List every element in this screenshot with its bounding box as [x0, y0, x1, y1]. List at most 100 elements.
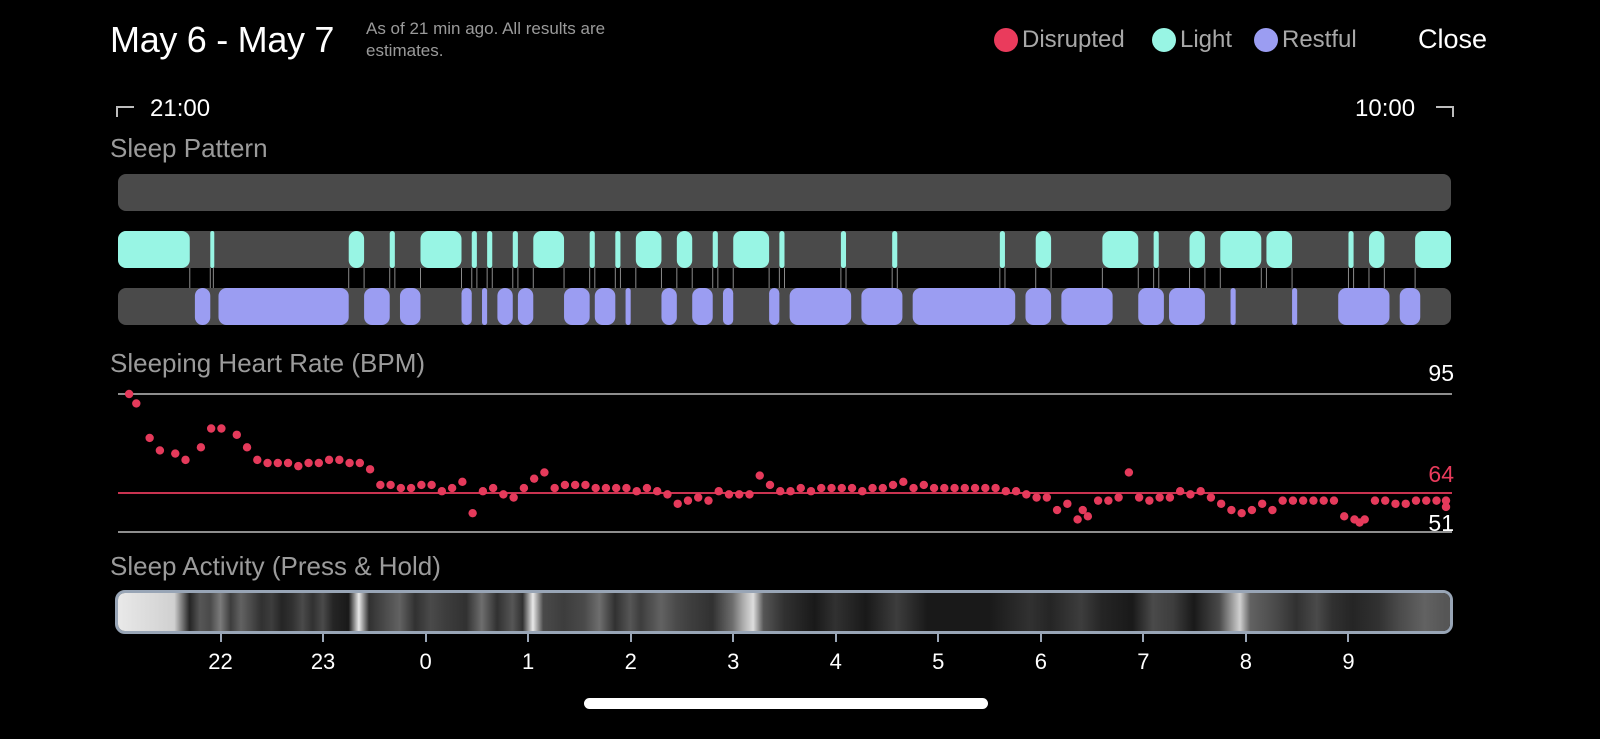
- light-segment: [1102, 231, 1139, 268]
- hr-point: [1011, 487, 1021, 496]
- hr-point: [1145, 496, 1154, 505]
- hr-point: [1078, 505, 1087, 515]
- hr-point: [1329, 496, 1339, 505]
- hr-point: [181, 455, 190, 465]
- light-segment: [1035, 231, 1052, 268]
- hour-tick: [219, 634, 222, 642]
- hr-point: [427, 480, 436, 490]
- hour-label: 6: [1034, 649, 1047, 674]
- hr-point: [145, 433, 154, 443]
- hr-point: [991, 483, 1000, 493]
- hr-point: [1032, 493, 1041, 502]
- restful-segment: [594, 288, 616, 325]
- light-segment: [779, 231, 785, 268]
- hr-points: [124, 389, 1451, 527]
- hr-point: [735, 490, 744, 499]
- restful-segment: [1061, 288, 1113, 325]
- hr-point: [1411, 496, 1421, 505]
- hour-label: 8: [1239, 649, 1253, 674]
- light-segment: [999, 231, 1005, 268]
- close-button[interactable]: Close: [1418, 24, 1488, 54]
- hr-point: [1042, 493, 1052, 502]
- light-segment: [533, 231, 565, 268]
- restful-segment: [194, 288, 211, 325]
- restful-segments: [194, 288, 1421, 325]
- hour-label: 23: [310, 649, 336, 674]
- restful-segment: [1169, 288, 1205, 325]
- hr-point: [1175, 487, 1185, 496]
- hr-point: [155, 446, 165, 455]
- hr-point: [386, 480, 395, 490]
- restful-segment: [497, 288, 513, 325]
- restful-segment: [692, 288, 713, 325]
- hr-point: [786, 487, 795, 496]
- light-segment: [1348, 231, 1354, 268]
- hr-point: [345, 458, 354, 468]
- sleep-activity-strip[interactable]: [115, 590, 1453, 634]
- hr-point: [1165, 493, 1175, 502]
- hr-point: [396, 483, 406, 493]
- light-segment: [1415, 231, 1451, 268]
- hour-label: 7: [1137, 649, 1150, 674]
- light-segment: [420, 231, 462, 268]
- hr-point: [1114, 493, 1123, 502]
- hour-tick: [1039, 634, 1042, 642]
- light-segment: [348, 231, 365, 268]
- restful-segment: [1338, 288, 1390, 325]
- light-segment: [733, 231, 770, 268]
- light-segment: [487, 231, 493, 268]
- hr-point: [1001, 487, 1011, 496]
- hr-point: [899, 477, 908, 487]
- legend-light-label: Light: [1180, 26, 1233, 53]
- home-indicator[interactable]: [584, 698, 988, 709]
- hr-point: [478, 487, 488, 496]
- hr-point: [1340, 512, 1349, 521]
- hr-point: [570, 480, 580, 490]
- hour-label: 3: [727, 649, 740, 674]
- hr-point: [447, 483, 457, 493]
- restful-segment: [769, 288, 780, 325]
- hour-tick: [937, 634, 940, 642]
- hr-point: [294, 461, 303, 471]
- hr-point: [1360, 515, 1369, 524]
- hr-point: [591, 483, 600, 493]
- hr-point: [132, 399, 141, 408]
- hr-point: [304, 458, 313, 468]
- restful-segment: [1138, 288, 1164, 325]
- hr-point: [940, 483, 949, 493]
- hr-point: [1093, 496, 1103, 505]
- hr-point: [1237, 508, 1246, 518]
- legend-light: Light: [1152, 24, 1232, 56]
- hour-tick: [424, 634, 427, 642]
- light-dot-icon: [1152, 28, 1176, 52]
- hr-point: [1247, 505, 1257, 515]
- light-segment: [892, 231, 898, 268]
- sleep-activity-gradient[interactable]: [118, 593, 1450, 631]
- hr-point: [468, 508, 477, 518]
- light-segment: [676, 231, 693, 268]
- sleep-pattern-chart[interactable]: [0, 170, 1600, 330]
- heart-rate-chart[interactable]: [0, 370, 1600, 550]
- hr-point: [1073, 515, 1082, 524]
- hr-point: [458, 477, 467, 487]
- hr-point: [981, 483, 990, 493]
- hr-point: [1370, 496, 1380, 505]
- light-segment: [389, 231, 395, 268]
- hour-tick: [322, 634, 325, 642]
- hr-point: [1104, 496, 1113, 505]
- hr-point: [817, 483, 826, 493]
- heart-rate-title: Sleeping Heart Rate (BPM): [110, 348, 426, 378]
- hr-point: [632, 487, 641, 496]
- restful-segment: [661, 288, 677, 325]
- light-segments: [118, 231, 1451, 268]
- legend-disrupted: Disrupted: [994, 24, 1125, 56]
- light-segment: [1266, 231, 1293, 268]
- hr-point: [611, 483, 621, 493]
- hr-point: [653, 487, 662, 496]
- hour-tick: [1347, 634, 1350, 642]
- restful-segment: [912, 288, 1016, 325]
- range-end-bracket-icon: [1436, 106, 1454, 117]
- hour-label: 1: [522, 649, 535, 674]
- restful-track: [118, 288, 1451, 325]
- hr-point: [1155, 493, 1164, 502]
